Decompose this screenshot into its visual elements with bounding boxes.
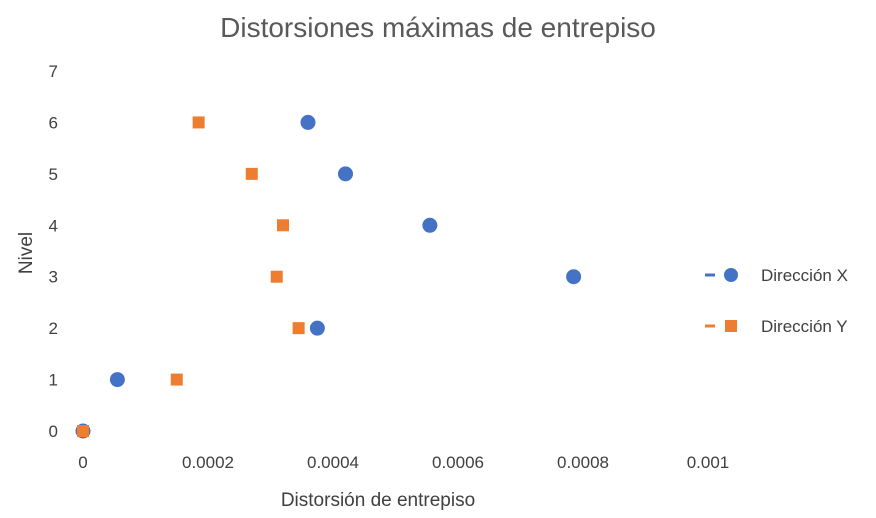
x-axis-label: Distorsión de entrepiso: [281, 490, 475, 511]
y-tick-label: 2: [49, 319, 58, 338]
x-tick-label: 0.0008: [557, 453, 609, 472]
data-point-circle: [422, 217, 438, 233]
legend-label: Dirección X: [761, 266, 848, 285]
y-tick-label: 5: [49, 165, 58, 184]
data-point-circle: [566, 269, 582, 285]
data-point-square: [292, 322, 305, 335]
data-point-square: [77, 425, 89, 437]
x-tick-label: 0.0004: [307, 453, 359, 472]
data-point-square: [245, 167, 258, 180]
x-tick-label: 0.0002: [182, 453, 234, 472]
data-point-circle: [309, 320, 325, 336]
legend-marker-square: [725, 320, 737, 332]
y-tick-label: 4: [49, 216, 58, 235]
y-tick-label: 6: [49, 113, 58, 132]
data-point-square: [270, 270, 283, 283]
data-point-square: [277, 219, 289, 232]
y-tick-label: 7: [49, 62, 58, 81]
data-point-circle: [109, 372, 125, 388]
chart-title: Distorsiones máximas de entrepiso: [220, 12, 656, 43]
data-point-circle: [300, 114, 316, 130]
series-2: [77, 116, 305, 437]
plot-area: 0 0.0002 0.0004 0.0006 0.0008 0.001 0 1 2 3 4 5 6 7: [49, 62, 730, 472]
legend-marker-circle: [724, 268, 738, 282]
legend: Dirección X Dirección Y: [705, 266, 848, 336]
data-point-square: [170, 373, 183, 386]
y-tick-label: 1: [49, 371, 58, 390]
x-tick-label: 0.001: [687, 453, 730, 472]
series-1: [75, 114, 582, 439]
x-tick-label: 0.0006: [432, 453, 484, 472]
y-tick-label: 0: [49, 422, 58, 441]
data-point-circle: [338, 166, 353, 182]
y-axis-label: Nivel: [16, 232, 37, 274]
y-tick-label: 3: [49, 268, 58, 287]
x-tick-label: 0: [78, 453, 87, 472]
legend-label: Dirección Y: [761, 317, 848, 336]
data-point-square: [192, 116, 205, 129]
